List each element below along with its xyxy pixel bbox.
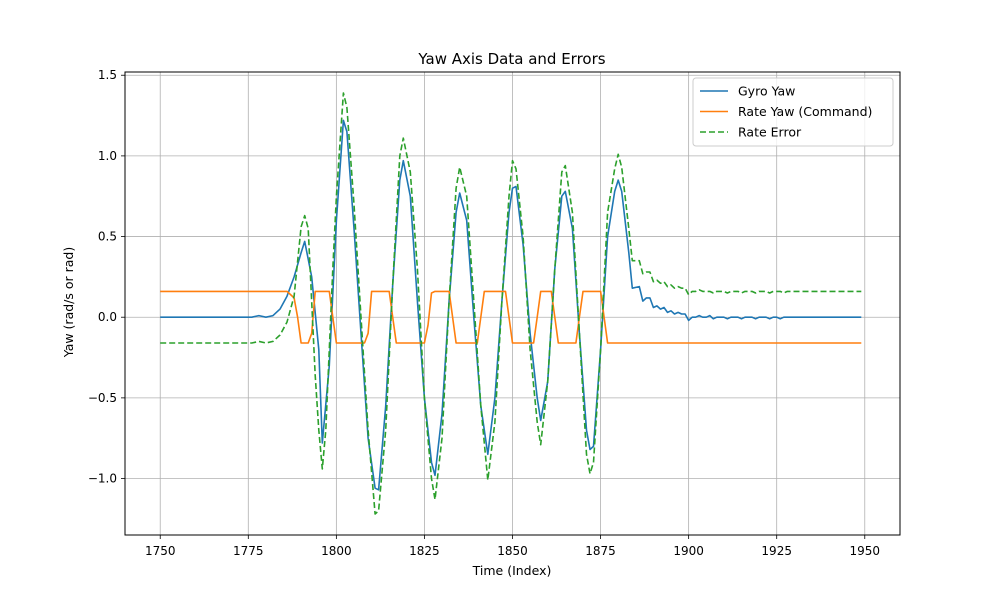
chart-title: Yaw Axis Data and Errors: [417, 50, 605, 68]
x-tick-label: 1875: [585, 544, 616, 558]
x-axis-label: Time (Index): [472, 563, 552, 578]
x-tick-label: 1775: [233, 544, 264, 558]
y-axis: −1.0 −0.5 0.0 0.5 1.0 1.5: [88, 68, 125, 486]
x-tick-label: 1825: [409, 544, 440, 558]
y-tick-label: −1.0: [88, 472, 117, 486]
legend-label: Gyro Yaw: [738, 84, 795, 99]
x-tick-label: 1750: [145, 544, 176, 558]
x-tick-label: 1925: [761, 544, 792, 558]
y-tick-label: −0.5: [88, 391, 117, 405]
x-tick-label: 1800: [321, 544, 352, 558]
legend-label: Rate Yaw (Command): [738, 104, 872, 119]
legend: Gyro Yaw Rate Yaw (Command) Rate Error: [692, 77, 894, 147]
y-tick-label: 0.0: [98, 310, 117, 324]
y-tick-label: 1.5: [98, 68, 117, 82]
series-line-gyro-yaw: [160, 119, 862, 491]
grid: [125, 72, 900, 535]
legend-box: [692, 77, 894, 147]
x-axis: 1750 1775 1800 1825 1850 1875 1900 1925 1950: [145, 535, 880, 558]
series-line-rate-error: [160, 92, 862, 515]
legend-label: Rate Error: [738, 125, 802, 140]
y-tick-label: 1.0: [98, 149, 117, 163]
series-line-rate-yaw-command: [160, 290, 862, 344]
x-tick-label: 1850: [497, 544, 528, 558]
x-tick-label: 1900: [673, 544, 704, 558]
y-tick-label: 0.5: [98, 230, 117, 244]
y-axis-label: Yaw (rad/s or rad): [61, 247, 76, 358]
x-tick-label: 1950: [849, 544, 880, 558]
series-layer: [160, 92, 862, 515]
